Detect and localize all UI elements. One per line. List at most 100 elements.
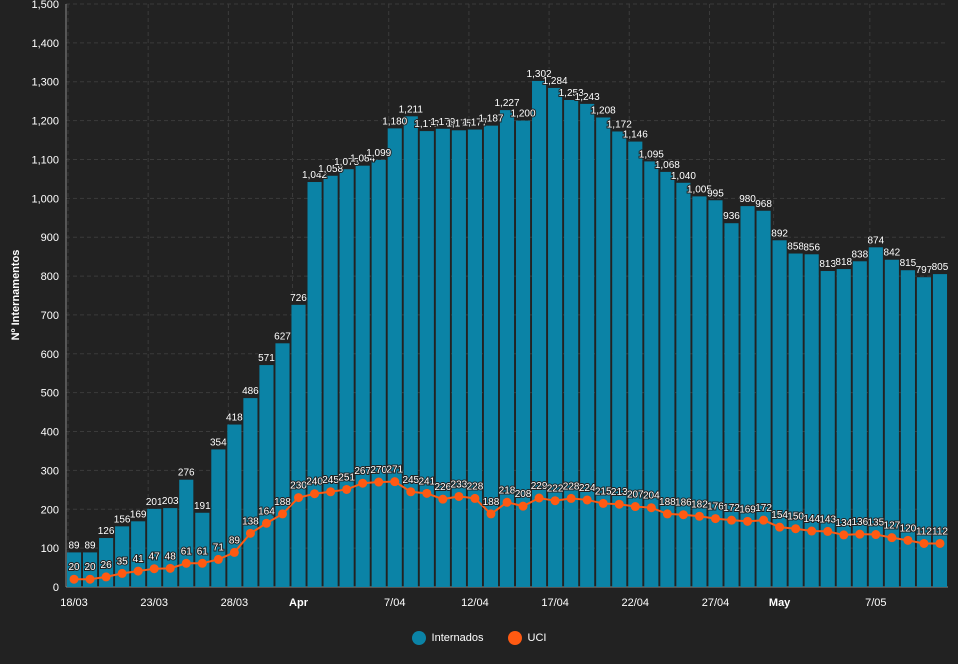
bar-internados[interactable] xyxy=(483,125,499,588)
point-uci[interactable] xyxy=(310,489,320,499)
bar-internados[interactable] xyxy=(788,253,803,588)
point-uci[interactable] xyxy=(919,538,929,548)
point-uci[interactable] xyxy=(117,568,127,578)
bars-layer[interactable] xyxy=(66,80,948,588)
point-uci[interactable] xyxy=(727,515,737,525)
bar-internados[interactable] xyxy=(548,87,563,588)
bar-internados[interactable] xyxy=(355,165,370,587)
bar-internados[interactable] xyxy=(515,120,531,587)
point-uci[interactable] xyxy=(694,511,704,521)
point-uci[interactable] xyxy=(294,493,304,503)
bar-internados[interactable] xyxy=(612,131,627,587)
point-uci[interactable] xyxy=(646,503,656,513)
bar-internados[interactable] xyxy=(804,254,819,587)
point-uci[interactable] xyxy=(550,496,560,506)
bar-internados[interactable] xyxy=(692,196,707,587)
bar-internados[interactable] xyxy=(916,277,932,587)
point-uci[interactable] xyxy=(149,564,159,574)
bar-internados[interactable] xyxy=(371,159,386,587)
point-uci[interactable] xyxy=(213,554,223,564)
bar-internados[interactable] xyxy=(227,424,242,587)
point-uci[interactable] xyxy=(85,574,95,584)
point-uci[interactable] xyxy=(69,574,79,584)
point-uci[interactable] xyxy=(277,509,287,519)
bar-internados[interactable] xyxy=(499,110,515,587)
bar-internados[interactable] xyxy=(820,271,835,587)
point-uci[interactable] xyxy=(438,494,448,504)
point-uci[interactable] xyxy=(181,558,191,568)
point-uci[interactable] xyxy=(390,477,400,487)
bar-internados[interactable] xyxy=(740,206,755,587)
point-uci[interactable] xyxy=(422,488,432,498)
point-uci[interactable] xyxy=(935,538,945,548)
bar-internados[interactable] xyxy=(564,100,579,587)
bar-internados[interactable] xyxy=(868,247,883,587)
point-uci[interactable] xyxy=(197,558,207,568)
bar-internados[interactable] xyxy=(307,182,322,587)
bar-internados[interactable] xyxy=(211,449,226,587)
point-uci[interactable] xyxy=(326,487,336,497)
bar-internados[interactable] xyxy=(580,103,595,588)
point-uci[interactable] xyxy=(101,572,111,582)
point-uci[interactable] xyxy=(165,563,175,573)
point-uci[interactable] xyxy=(839,530,849,540)
bar-internados[interactable] xyxy=(163,508,178,587)
bar-internados[interactable] xyxy=(932,274,948,587)
point-uci[interactable] xyxy=(133,566,143,576)
bar-internados[interactable] xyxy=(179,479,194,587)
bar-internados[interactable] xyxy=(291,304,306,587)
point-uci[interactable] xyxy=(887,533,897,543)
point-uci[interactable] xyxy=(775,522,785,532)
bar-internados[interactable] xyxy=(323,175,338,588)
point-uci[interactable] xyxy=(903,535,913,545)
bar-internados[interactable] xyxy=(628,141,643,587)
point-uci[interactable] xyxy=(229,547,239,557)
point-uci[interactable] xyxy=(502,497,512,507)
bar-internados[interactable] xyxy=(852,261,867,587)
bar-internados[interactable] xyxy=(724,223,739,587)
bar-internados[interactable] xyxy=(243,398,258,587)
bar-internados[interactable] xyxy=(836,269,851,587)
point-uci[interactable] xyxy=(454,491,464,501)
point-uci[interactable] xyxy=(855,529,865,539)
bar-internados[interactable] xyxy=(644,161,659,587)
bar-internados[interactable] xyxy=(708,200,723,587)
point-uci[interactable] xyxy=(374,477,384,487)
point-uci[interactable] xyxy=(598,498,608,508)
point-uci[interactable] xyxy=(743,516,753,526)
point-uci[interactable] xyxy=(791,524,801,534)
point-uci[interactable] xyxy=(342,484,352,494)
bar-internados[interactable] xyxy=(900,270,915,587)
bar-internados[interactable] xyxy=(195,512,210,587)
bar-internados[interactable] xyxy=(339,169,354,587)
bar-internados[interactable] xyxy=(756,210,771,587)
point-uci[interactable] xyxy=(245,528,255,538)
legend-item-internados[interactable]: Internados xyxy=(411,631,484,645)
bar-internados[interactable] xyxy=(259,365,274,587)
bar-internados[interactable] xyxy=(147,508,162,587)
bar-internados[interactable] xyxy=(772,240,787,587)
bar-internados[interactable] xyxy=(532,80,547,588)
point-uci[interactable] xyxy=(566,493,576,503)
bar-internados[interactable] xyxy=(660,171,675,588)
bar-internados[interactable] xyxy=(275,343,290,587)
point-uci[interactable] xyxy=(807,526,817,536)
bar-internados[interactable] xyxy=(676,182,691,587)
point-uci[interactable] xyxy=(871,530,881,540)
point-uci[interactable] xyxy=(261,518,271,528)
point-uci[interactable] xyxy=(470,493,480,503)
legend-item-uci[interactable]: UCI xyxy=(507,631,546,645)
point-uci[interactable] xyxy=(486,509,496,519)
point-uci[interactable] xyxy=(582,495,592,505)
point-uci[interactable] xyxy=(823,526,833,536)
point-uci[interactable] xyxy=(630,502,640,512)
point-uci[interactable] xyxy=(518,501,528,511)
point-uci[interactable] xyxy=(534,493,544,503)
bar-internados[interactable] xyxy=(435,128,450,587)
point-uci[interactable] xyxy=(614,499,624,509)
bar-internados[interactable] xyxy=(451,130,466,588)
point-uci[interactable] xyxy=(678,510,688,520)
bar-internados[interactable] xyxy=(884,259,899,587)
bar-internados[interactable] xyxy=(467,129,482,587)
line-layer[interactable] xyxy=(69,477,945,584)
